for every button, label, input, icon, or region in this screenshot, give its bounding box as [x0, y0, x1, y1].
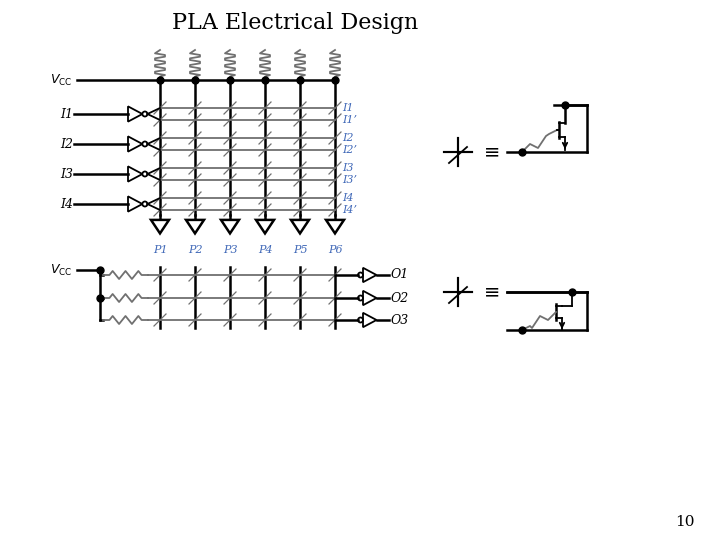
Text: I3’: I3’: [342, 175, 357, 185]
Text: P2: P2: [188, 245, 202, 255]
Text: 10: 10: [675, 515, 695, 529]
Text: I1: I1: [342, 103, 354, 113]
Text: P5: P5: [293, 245, 307, 255]
Text: I3: I3: [342, 163, 354, 173]
Text: O2: O2: [390, 292, 409, 305]
Text: P4: P4: [258, 245, 272, 255]
Text: I3: I3: [60, 167, 73, 180]
Text: I4’: I4’: [342, 205, 357, 215]
Text: $\equiv$: $\equiv$: [480, 282, 500, 301]
Text: I1: I1: [60, 107, 73, 120]
Text: $V_\mathrm{CC}$: $V_\mathrm{CC}$: [50, 262, 72, 278]
Text: P3: P3: [222, 245, 238, 255]
Text: I4: I4: [60, 198, 73, 211]
Text: I4: I4: [342, 193, 354, 203]
Text: $V_\mathrm{CC}$: $V_\mathrm{CC}$: [50, 72, 72, 87]
Text: I2: I2: [60, 138, 73, 151]
Text: I2: I2: [342, 133, 354, 143]
Text: O3: O3: [390, 314, 409, 327]
Text: I2’: I2’: [342, 145, 357, 155]
Text: I1’: I1’: [342, 115, 357, 125]
Text: O1: O1: [390, 268, 409, 281]
Text: $\equiv$: $\equiv$: [480, 143, 500, 161]
Text: P1: P1: [153, 245, 167, 255]
Text: PLA Electrical Design: PLA Electrical Design: [172, 12, 418, 34]
Text: P6: P6: [328, 245, 342, 255]
